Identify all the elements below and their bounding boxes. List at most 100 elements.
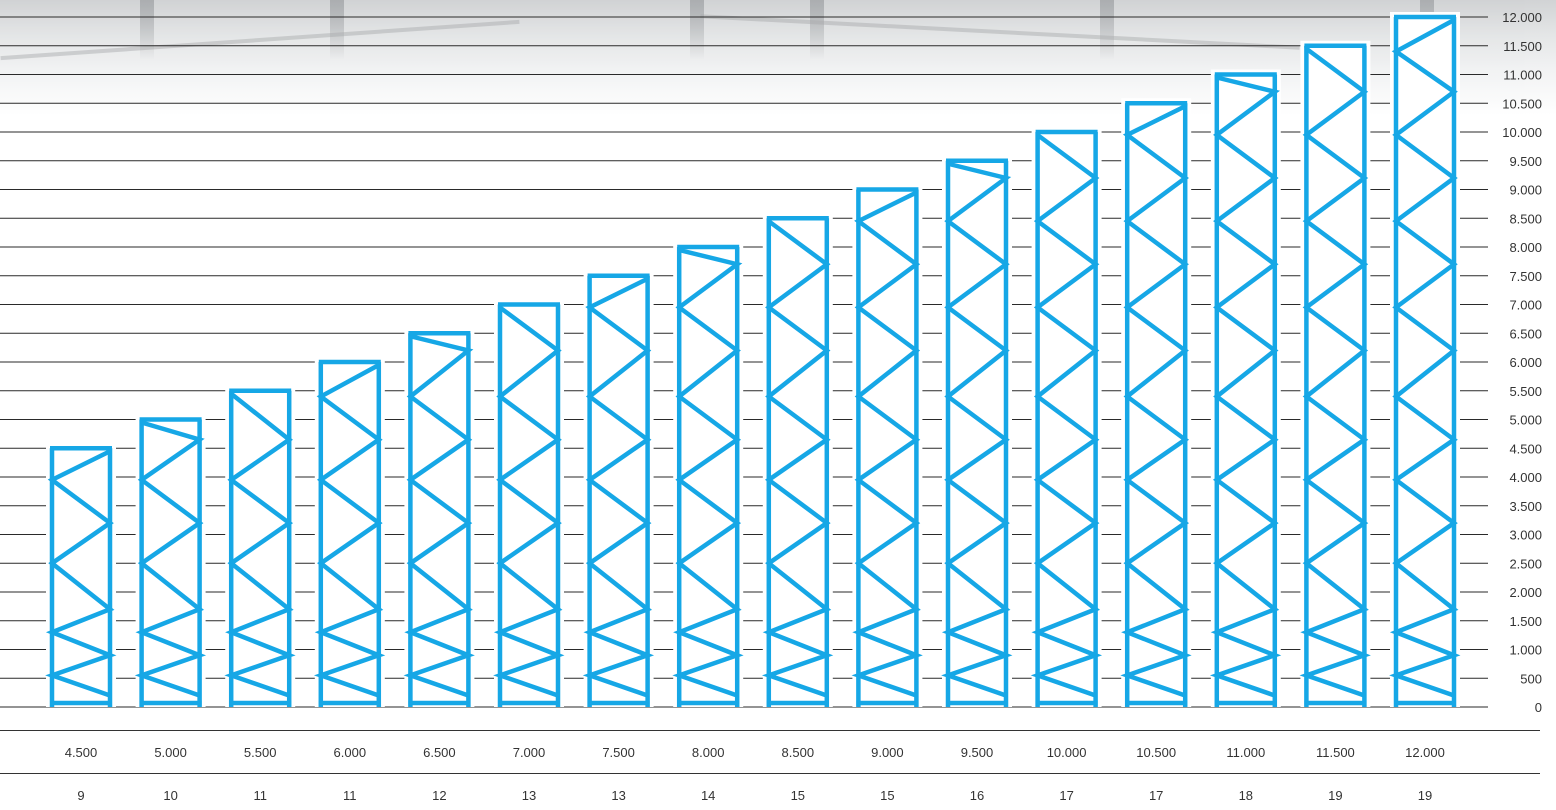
frame-bracing: [1120, 104, 1192, 698]
frame-bracing: [1389, 18, 1461, 698]
frame-count-label: 16: [969, 788, 985, 803]
frame-bracing: [224, 391, 296, 698]
frame-bracing: [672, 247, 744, 698]
frame-bracing: [134, 420, 207, 698]
frame-bracing: [582, 276, 655, 698]
rack-frame: [134, 417, 207, 707]
frame-count-label: 13: [611, 788, 626, 803]
y-axis-tick-label: 1.500: [1509, 614, 1542, 629]
frame-count-label: 12: [432, 788, 447, 803]
frame-count-label: 9: [77, 788, 85, 803]
frame-bracing: [1209, 75, 1282, 698]
rack-frame: [582, 273, 655, 707]
y-axis-tick-label: 6.000: [1509, 355, 1542, 370]
y-axis-tick-label: 5.000: [1509, 413, 1542, 428]
frame-height-label: 11.500: [1315, 745, 1355, 760]
frame-bracing: [941, 161, 1013, 698]
y-axis-tick-label: 12.000: [1502, 10, 1542, 25]
frame-height-label: 5.000: [154, 745, 187, 760]
rack-frame: [313, 359, 386, 707]
rack-frame: [1209, 72, 1282, 707]
frame-height-label: 9.000: [871, 745, 904, 760]
y-axis-tick-label: 2.000: [1509, 585, 1542, 600]
frame-height-label: 7.500: [602, 745, 635, 760]
background-post: [330, 0, 344, 60]
y-axis-tick-label: 4.000: [1509, 470, 1542, 485]
frame-bracing: [313, 363, 386, 698]
frame-bracing: [851, 190, 923, 698]
rack-frame: [1389, 14, 1461, 707]
rack-frame: [224, 388, 296, 707]
y-axis-tick-label: 9.500: [1509, 154, 1542, 169]
frame-count-label: 11: [253, 788, 267, 803]
y-axis-tick-label: 9.000: [1509, 183, 1542, 198]
frame-height-label: 6.500: [423, 745, 456, 760]
frame-height-label: 8.500: [781, 745, 815, 760]
frame-count-label: 18: [1238, 788, 1254, 803]
y-axis-tick-label: 5.500: [1509, 384, 1542, 399]
y-axis-tick-label: 10.500: [1502, 96, 1542, 111]
frame-height-label: 7.000: [512, 745, 546, 760]
frame-height-label: 10.500: [1136, 745, 1177, 760]
frame-count-label: 19: [1417, 788, 1433, 803]
y-axis-tick-label: 7.500: [1509, 269, 1542, 284]
frame-bracing: [761, 219, 834, 698]
frame-height-label: 8.000: [691, 745, 725, 760]
background-post: [690, 0, 704, 60]
y-axis-tick-label: 3.500: [1509, 499, 1542, 514]
frames-chart: 12.000 11.500 11.000 10.500 10.000 9.500 9.000…: [0, 10, 1542, 715]
rack-frame: [1030, 129, 1103, 707]
frame-count-label: 11: [343, 788, 357, 803]
y-axis-tick-label: 8.500: [1509, 211, 1542, 226]
y-axis-tick-label: 6.500: [1509, 326, 1542, 341]
frame-bracing: [1030, 133, 1103, 698]
y-axis-tick-label: 8.000: [1509, 240, 1542, 255]
rack-frame: [493, 302, 565, 707]
frame-count-label: 19: [1328, 788, 1343, 803]
y-axis-tick-label: 4.500: [1509, 441, 1542, 456]
frame-height-label: 12.000: [1405, 745, 1445, 760]
frame-count-label: 13: [521, 788, 537, 803]
frame-count-label: 17: [1059, 788, 1074, 803]
frame-height-label: 4.500: [64, 745, 98, 760]
background-post: [140, 0, 154, 60]
y-axis-tick-label: 11.500: [1503, 39, 1542, 54]
rack-frame: [672, 244, 744, 707]
frame-height-label: 9.500: [960, 745, 994, 760]
table-divider: [0, 730, 1540, 731]
y-axis-tick-label: 2.500: [1509, 556, 1542, 571]
y-axis-tick-label: 3.000: [1509, 528, 1542, 543]
background-post: [1100, 0, 1114, 60]
frame-count-label: 15: [790, 788, 806, 803]
y-axis-tick-label: 11.000: [1503, 68, 1542, 83]
rack-frame: [851, 187, 923, 707]
y-axis-tick-label: 500: [1520, 671, 1542, 686]
y-axis-tick-label: 7.000: [1509, 298, 1542, 313]
frame-count-label: 14: [700, 788, 716, 803]
frame-height-label: 5.500: [243, 745, 277, 760]
frame-height-label: 11.000: [1226, 745, 1266, 760]
frame-bracing: [493, 305, 565, 698]
frame-bracing: [403, 334, 475, 698]
frame-bracing: [1299, 46, 1371, 698]
y-axis-tick-label: 10.000: [1502, 125, 1542, 140]
rack-frame: [403, 331, 475, 707]
frame-backing: [1390, 12, 1460, 707]
rack-frame: [941, 158, 1013, 707]
frame-height-label: 10.000: [1046, 745, 1087, 760]
rack-frame: [1120, 101, 1192, 707]
rack-frame: [45, 446, 117, 707]
frame-height-label: 6.000: [333, 745, 367, 760]
rack-frame: [1299, 43, 1371, 707]
y-axis-tick-label: 0: [1535, 700, 1542, 715]
frame-count-label: 15: [880, 788, 895, 803]
frame-count-label: 10: [163, 788, 178, 803]
background-post: [810, 0, 824, 60]
frame-backing: [942, 155, 1012, 707]
y-axis-tick-label: 1.000: [1509, 643, 1542, 658]
frame-bracing: [45, 449, 117, 698]
table-divider: [0, 773, 1540, 774]
rack-frame: [761, 216, 834, 707]
frame-count-label: 17: [1148, 788, 1164, 803]
